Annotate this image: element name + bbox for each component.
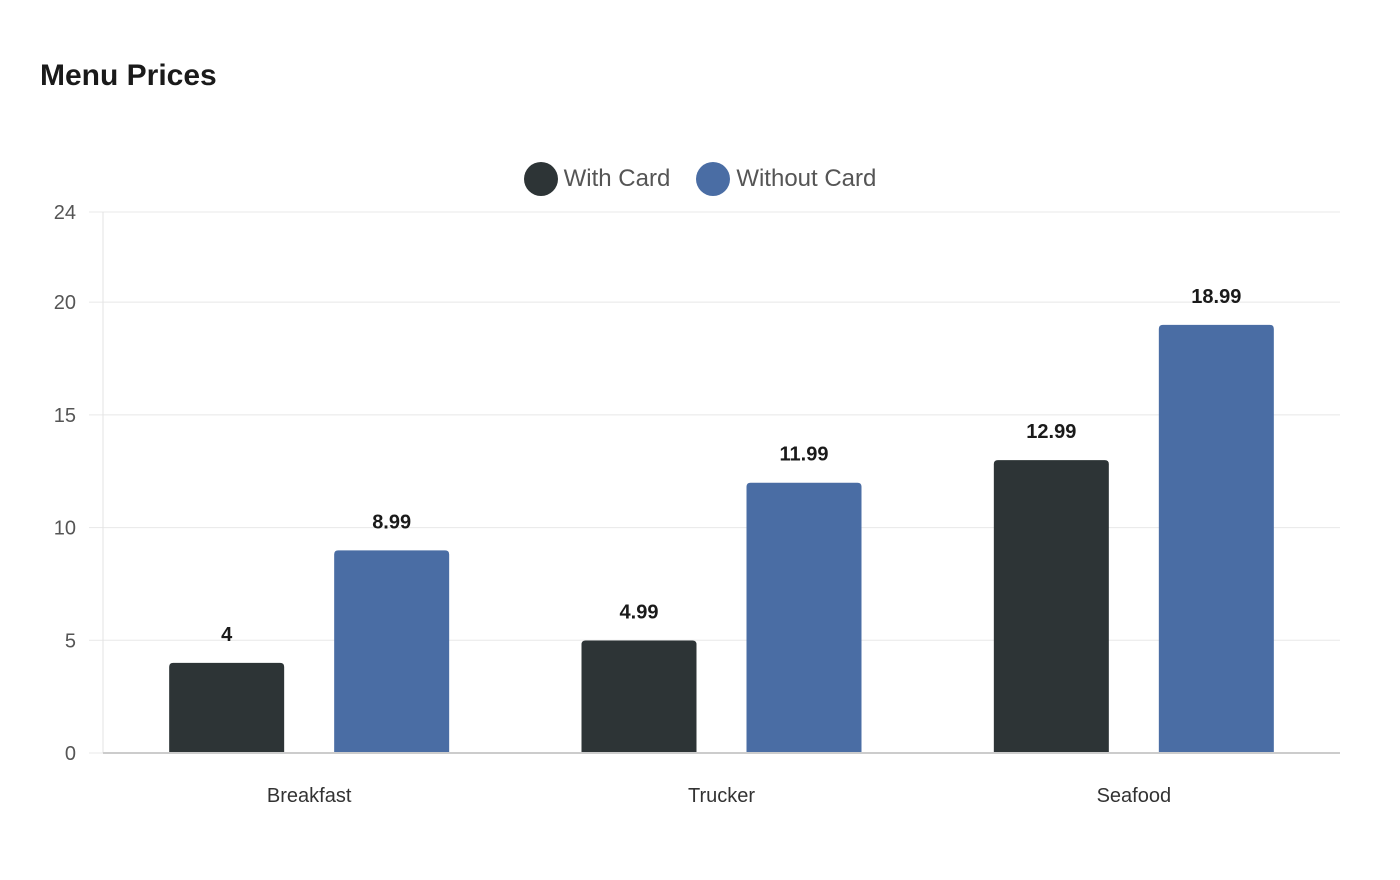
- y-tick-label: 5: [65, 630, 76, 652]
- x-tick-label: Breakfast: [267, 785, 352, 807]
- bar-with-card[interactable]: [993, 460, 1109, 753]
- y-tick-label: 10: [54, 518, 76, 540]
- data-label: 12.99: [1026, 421, 1076, 443]
- data-label: 11.99: [780, 444, 829, 466]
- data-label: 4: [221, 624, 233, 646]
- legend: With Card Without Card: [0, 162, 1400, 196]
- bar-without-card[interactable]: [746, 482, 862, 753]
- bar-with-card[interactable]: [581, 640, 697, 753]
- y-tick-label: 0: [65, 743, 76, 765]
- legend-item-with-card[interactable]: With Card: [523, 162, 671, 196]
- data-label: 4.99: [620, 602, 659, 624]
- bar-without-card[interactable]: [1158, 324, 1274, 753]
- y-tick-label: 20: [54, 292, 76, 314]
- data-label: 18.99: [1191, 286, 1241, 308]
- data-label: 8.99: [372, 511, 411, 533]
- y-tick-label: 24: [54, 202, 76, 224]
- chart-title: Menu Prices: [40, 59, 217, 92]
- bar-with-card[interactable]: [169, 662, 285, 753]
- bar-without-card[interactable]: [334, 550, 450, 753]
- legend-swatch-without-card: [696, 162, 731, 196]
- legend-label-without-card: Without Card: [736, 165, 877, 192]
- x-tick-label: Trucker: [688, 785, 755, 807]
- x-tick-label: Seafood: [1097, 785, 1172, 807]
- y-tick-label: 15: [54, 405, 76, 427]
- legend-item-without-card[interactable]: Without Card: [696, 162, 876, 196]
- legend-swatch-with-card: [523, 162, 558, 196]
- legend-label-with-card: With Card: [563, 165, 671, 192]
